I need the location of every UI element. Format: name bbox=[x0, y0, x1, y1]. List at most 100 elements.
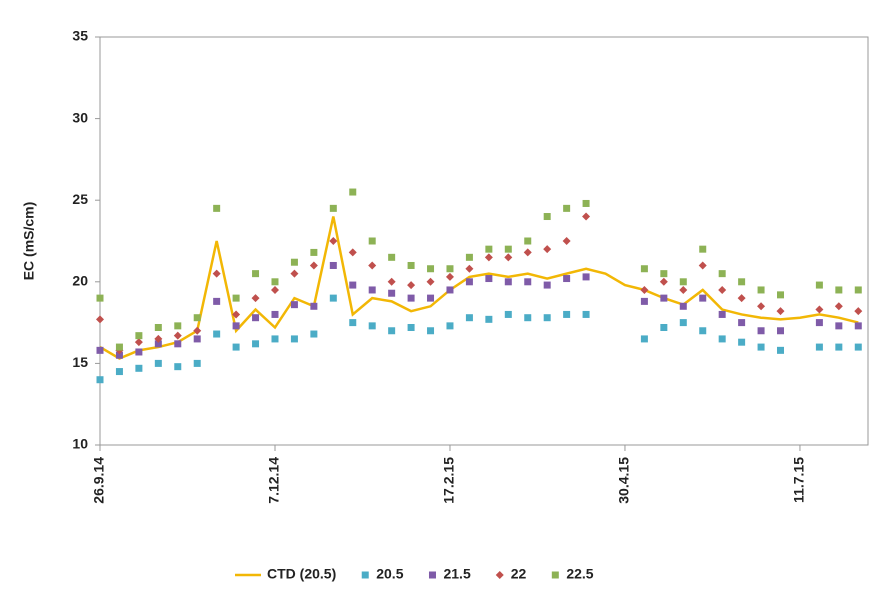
plot-frame bbox=[99, 36, 869, 446]
data-point bbox=[368, 261, 377, 270]
data-point bbox=[757, 327, 765, 335]
data-point bbox=[815, 305, 824, 314]
data-point bbox=[543, 245, 552, 254]
data-point bbox=[135, 364, 143, 372]
data-point bbox=[329, 237, 338, 245]
data-point bbox=[134, 338, 143, 347]
data-point bbox=[582, 310, 590, 318]
data-point bbox=[173, 331, 182, 340]
legend-swatch bbox=[428, 571, 436, 579]
data-point bbox=[446, 286, 454, 294]
x-tick-label: 17.2.15 bbox=[441, 457, 457, 504]
y-tick-label: 35 bbox=[72, 28, 88, 44]
data-point bbox=[679, 285, 688, 294]
data-point bbox=[582, 212, 591, 221]
data-point bbox=[835, 343, 843, 351]
data-point bbox=[193, 359, 201, 367]
legend-swatch bbox=[551, 571, 559, 579]
data-point bbox=[485, 315, 493, 323]
data-point bbox=[271, 335, 279, 343]
data-point bbox=[174, 340, 182, 348]
data-point bbox=[737, 294, 746, 303]
data-point bbox=[290, 301, 298, 309]
data-point bbox=[660, 323, 668, 331]
data-point bbox=[446, 265, 454, 273]
data-point bbox=[523, 248, 532, 257]
data-point bbox=[213, 297, 221, 305]
data-point bbox=[524, 237, 532, 245]
data-point bbox=[154, 340, 162, 348]
y-tick-label: 25 bbox=[72, 191, 88, 207]
data-point bbox=[427, 265, 435, 273]
x-tick-label: 26.9.14 bbox=[91, 457, 107, 504]
data-point bbox=[310, 302, 318, 310]
data-point bbox=[368, 237, 376, 245]
data-point bbox=[407, 261, 415, 269]
data-point bbox=[698, 261, 707, 270]
legend-swatch bbox=[361, 571, 369, 579]
data-point bbox=[174, 322, 182, 330]
data-point bbox=[835, 286, 843, 294]
data-point bbox=[252, 314, 260, 322]
data-point bbox=[563, 204, 571, 212]
data-point bbox=[854, 343, 862, 351]
data-point bbox=[582, 199, 590, 207]
data-point bbox=[777, 346, 785, 354]
data-point bbox=[388, 327, 396, 335]
data-point bbox=[446, 322, 454, 330]
data-point bbox=[854, 307, 863, 316]
y-axis-label: EC (mS/cm) bbox=[21, 202, 37, 281]
data-point bbox=[213, 204, 221, 212]
data-point bbox=[368, 322, 376, 330]
data-point bbox=[699, 327, 707, 335]
y-tick-label: 10 bbox=[72, 436, 88, 452]
data-point bbox=[465, 253, 473, 261]
legend-swatch bbox=[495, 571, 504, 579]
data-point bbox=[135, 348, 143, 356]
data-point bbox=[582, 273, 590, 281]
data-point bbox=[427, 327, 435, 335]
data-point bbox=[252, 270, 260, 278]
data-point bbox=[115, 368, 123, 376]
data-point bbox=[232, 310, 241, 319]
legend-label: 21.5 bbox=[443, 566, 470, 582]
data-point bbox=[96, 315, 104, 324]
data-point bbox=[465, 278, 473, 286]
data-point bbox=[854, 322, 862, 330]
data-point bbox=[465, 264, 474, 273]
data-point bbox=[271, 278, 279, 286]
data-point bbox=[290, 335, 298, 343]
data-point bbox=[757, 302, 766, 311]
data-point bbox=[815, 319, 823, 327]
data-point bbox=[854, 286, 862, 294]
data-point bbox=[329, 204, 337, 212]
data-point bbox=[815, 343, 823, 351]
data-point bbox=[563, 310, 571, 318]
data-point bbox=[757, 343, 765, 351]
data-point bbox=[348, 248, 357, 257]
data-point bbox=[485, 275, 493, 283]
data-point bbox=[407, 323, 415, 331]
data-point bbox=[135, 332, 143, 340]
data-point bbox=[193, 314, 201, 322]
data-point bbox=[407, 281, 416, 290]
data-point bbox=[660, 270, 668, 278]
data-point bbox=[718, 335, 726, 343]
data-point bbox=[738, 338, 746, 346]
data-point bbox=[193, 335, 201, 343]
data-point bbox=[640, 285, 649, 294]
data-point bbox=[388, 253, 396, 261]
data-point bbox=[562, 237, 571, 245]
data-point bbox=[193, 326, 202, 335]
data-point bbox=[270, 285, 279, 294]
data-point bbox=[349, 281, 357, 289]
data-point bbox=[310, 248, 318, 256]
legend-label: 22 bbox=[511, 566, 527, 582]
legend-label: 22.5 bbox=[566, 566, 593, 582]
data-point bbox=[504, 245, 512, 253]
data-point bbox=[504, 253, 513, 262]
data-point bbox=[232, 322, 240, 330]
data-point bbox=[738, 278, 746, 286]
data-point bbox=[96, 376, 104, 384]
data-point bbox=[679, 278, 687, 286]
